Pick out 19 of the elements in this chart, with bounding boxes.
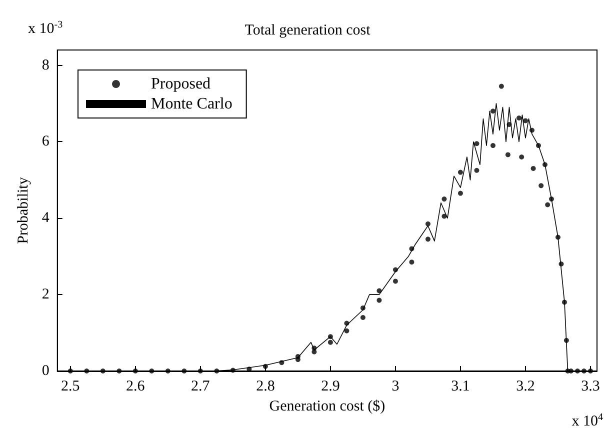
x-tick-label: 2.9	[321, 378, 340, 394]
legend-label: Proposed	[151, 76, 211, 92]
y-tick-label: 4	[42, 210, 50, 226]
y-tick-label: 2	[42, 286, 50, 303]
y-axis-title: Probability	[16, 176, 32, 244]
x-tick-label: 2.6	[126, 378, 146, 394]
y-tick-label: 0	[42, 363, 50, 379]
x-tick-label: 2.8	[256, 378, 275, 394]
legend-label: Monte Carlo	[151, 96, 232, 112]
x-tick-label: 3.1	[451, 378, 470, 394]
y-tick-label: 6	[42, 134, 50, 150]
x-tick-label: 2.7	[191, 378, 210, 394]
x-tick-label: 2.5	[61, 378, 80, 394]
y-tick-label: 8	[42, 57, 50, 74]
x-axis-title: Generation cost ($)	[269, 398, 386, 414]
x-tick-label: 3.3	[581, 378, 600, 394]
chart-title: Total generation cost	[244, 22, 372, 38]
x-tick-label: 3.2	[516, 378, 535, 394]
x-tick-label: 3	[392, 378, 400, 394]
